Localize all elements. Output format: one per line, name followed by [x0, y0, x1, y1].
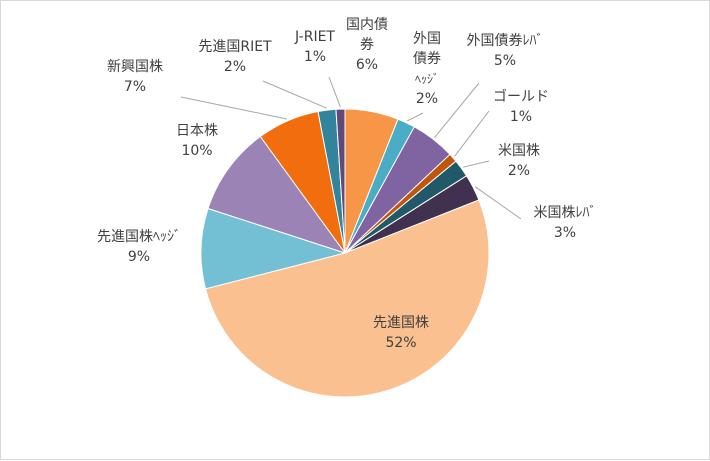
- pie-slice: [207, 135, 347, 254]
- slice-percent: 52%: [385, 335, 416, 351]
- slice-name: 国内債: [346, 17, 388, 33]
- leader-line: [474, 186, 522, 220]
- pie-slice: [204, 199, 490, 398]
- slice-name: ゴールド: [493, 88, 549, 105]
- slice-label: 外国債券 ﾍｯｼﾞ 2%: [413, 31, 441, 107]
- slice-name: J-RIET: [294, 29, 335, 45]
- leader-line: [406, 112, 424, 122]
- slice-percent: 10%: [181, 143, 212, 159]
- slice-name: 先進国株: [373, 315, 429, 331]
- leader-line: [462, 160, 490, 168]
- slice-label: ゴールド 1%: [493, 88, 549, 125]
- slice-name: 先進国株ﾍｯｼﾞ: [97, 229, 181, 245]
- leader-line: [328, 76, 341, 108]
- slice-name: 米国株ﾚﾊﾞ: [534, 205, 597, 221]
- slice-name: 日本株: [176, 123, 218, 139]
- leader-line: [262, 80, 327, 109]
- slice-percent: 5%: [494, 53, 516, 69]
- slice-name: 券: [360, 37, 374, 53]
- slice-percent: 2%: [224, 59, 246, 75]
- slice-label: 日本株 10%: [176, 123, 218, 159]
- slice-label: 先進国株ﾍｯｼﾞ 9%: [97, 229, 181, 265]
- slice-name: 外国: [413, 31, 441, 47]
- slice-label: 外国債券ﾚﾊﾞ 5%: [467, 33, 544, 69]
- slice-name: 外国債券ﾚﾊﾞ: [467, 33, 544, 49]
- slice-percent: 6%: [356, 57, 378, 73]
- slice-name: 先進国RIET: [198, 39, 272, 55]
- pie-slice: [335, 108, 346, 254]
- slice-name: ﾍｯｼﾞ: [415, 72, 439, 86]
- pie-slice: [200, 207, 347, 290]
- leader-line: [180, 96, 288, 120]
- leader-line: [454, 110, 490, 157]
- slice-percent: 1%: [304, 49, 326, 65]
- pie-slices: [200, 108, 490, 398]
- leader-line: [434, 82, 480, 138]
- slice-name: 債券: [413, 51, 441, 67]
- slice-label: 先進国株 52%: [373, 315, 429, 351]
- slice-name: 米国株: [498, 143, 540, 159]
- slice-percent: 3%: [554, 225, 576, 241]
- slice-label: 新興国株 7%: [107, 59, 163, 95]
- slice-label: 国内債券 6%: [346, 17, 388, 73]
- slice-labels: 国内債券 6% 外国債券 ﾍｯｼﾞ 2% 外国債券ﾚﾊﾞ 5% ゴールド 1% 米国株 2% 米国株ﾚ…: [97, 17, 597, 351]
- leader-lines: [180, 76, 522, 220]
- slice-percent: 1%: [510, 109, 532, 125]
- slice-label: 米国株 2%: [498, 143, 540, 179]
- slice-percent: 2%: [508, 163, 530, 179]
- slice-label: 米国株ﾚﾊﾞ 3%: [534, 205, 597, 241]
- slice-label: J-RIET 1%: [294, 29, 335, 65]
- slice-percent: 2%: [416, 91, 438, 107]
- slice-percent: 7%: [124, 79, 146, 95]
- slice-percent: 9%: [128, 249, 150, 265]
- slice-label: 先進国RIET 2%: [198, 39, 272, 75]
- slice-name: 新興国株: [107, 59, 163, 75]
